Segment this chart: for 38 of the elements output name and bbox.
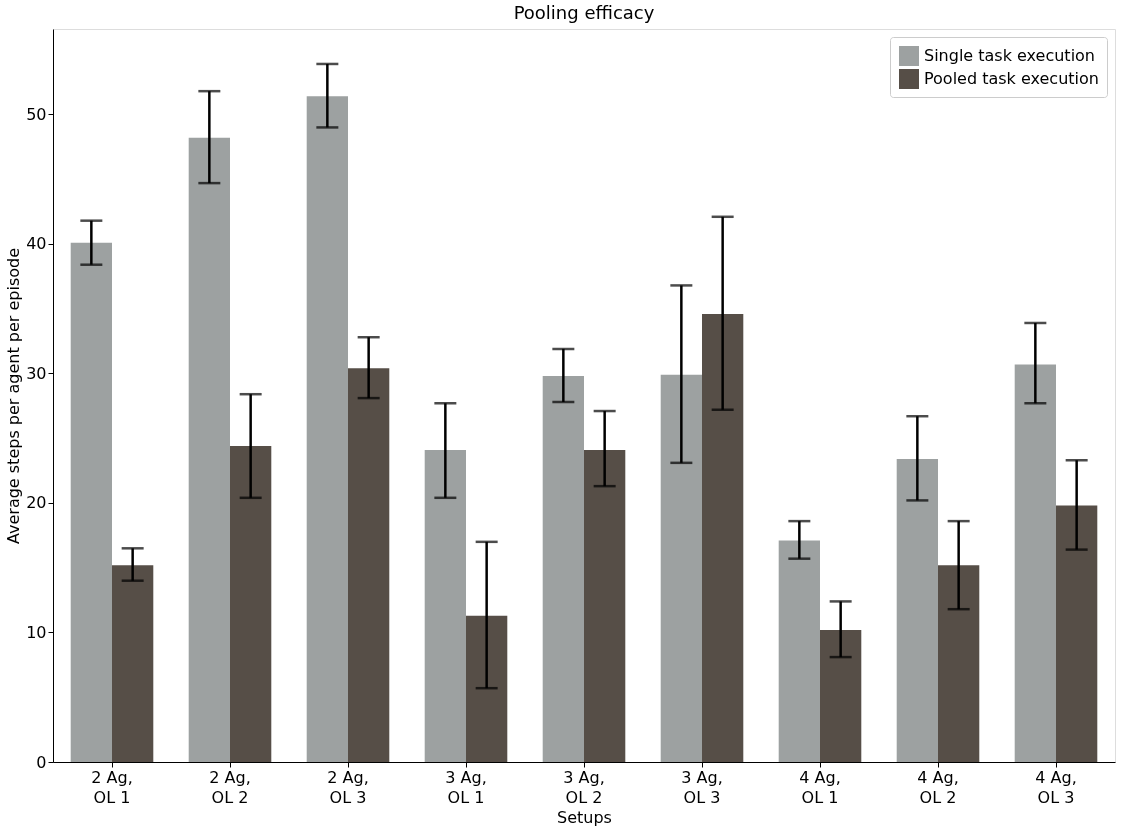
bar	[542, 376, 584, 762]
bar	[584, 449, 626, 762]
x-tick-label: 2 Ag, OL 3	[327, 767, 369, 807]
y-tick-label: 10	[26, 622, 47, 642]
x-tick-label: 3 Ag, OL 3	[681, 767, 723, 807]
bar	[1056, 505, 1098, 762]
y-tick-label: 40	[26, 234, 47, 254]
bar	[424, 449, 466, 762]
x-tick-label: 2 Ag, OL 1	[91, 767, 133, 807]
y-tick-label: 30	[26, 363, 47, 383]
x-tick-label: 4 Ag, OL 2	[917, 767, 959, 807]
bar	[820, 629, 862, 762]
x-tick-label: 4 Ag, OL 1	[799, 767, 841, 807]
x-axis-title: Setups	[557, 807, 612, 827]
y-tick-label: 50	[26, 104, 47, 124]
bar	[188, 137, 230, 762]
legend-label: Single task execution	[924, 46, 1096, 65]
x-tick-label: 3 Ag, OL 2	[563, 767, 605, 807]
bar	[938, 565, 980, 762]
y-tick-label: 20	[26, 493, 47, 513]
bar	[230, 446, 272, 762]
chart-title: Pooling efficacy	[513, 2, 655, 23]
bar	[702, 313, 744, 762]
bar	[660, 374, 702, 762]
legend-label: Pooled task execution	[924, 69, 1099, 88]
bar	[466, 615, 508, 762]
x-tick-label: 2 Ag, OL 2	[209, 767, 251, 807]
y-axis-title: Average steps per agent per episode	[4, 247, 24, 545]
bar	[778, 540, 820, 762]
bar	[348, 368, 390, 762]
bar	[112, 565, 154, 762]
y-tick-label: 0	[36, 752, 47, 772]
bar	[306, 96, 348, 762]
bar	[896, 458, 938, 762]
bar	[1014, 364, 1056, 762]
x-tick-label: 3 Ag, OL 1	[445, 767, 487, 807]
x-tick-label: 4 Ag, OL 3	[1035, 767, 1077, 807]
bar	[70, 242, 112, 762]
